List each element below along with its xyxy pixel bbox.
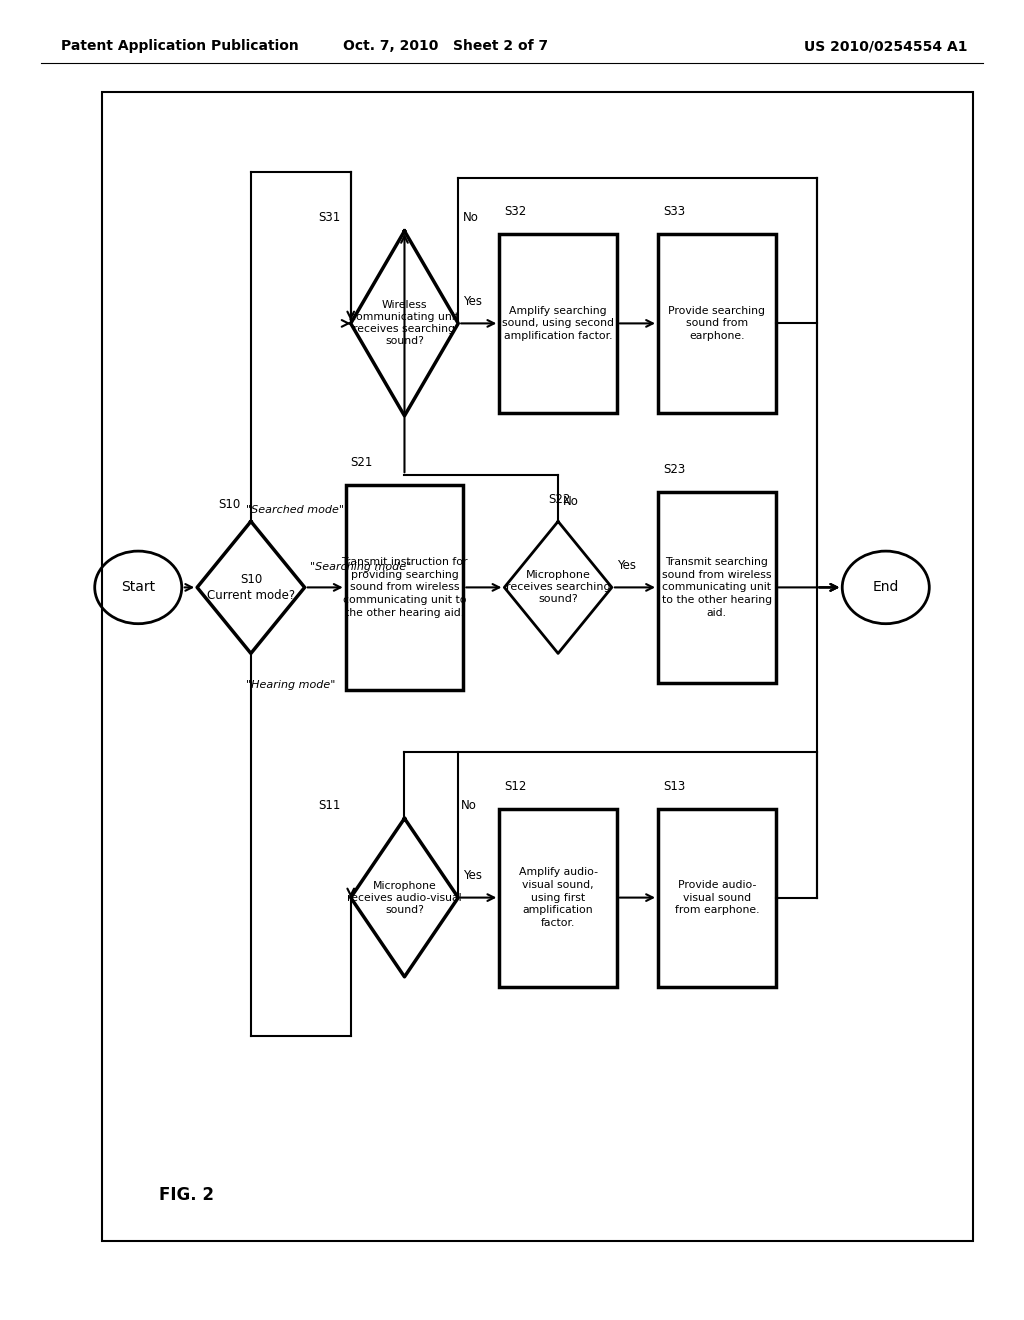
Text: S11: S11 [318, 799, 340, 812]
Text: Amplify searching
sound, using second
amplification factor.: Amplify searching sound, using second am… [502, 306, 614, 341]
Bar [657, 491, 776, 682]
Text: "Hearing mode": "Hearing mode" [246, 680, 335, 690]
Text: Transmit instruction for
providing searching
sound from wireless
communicating u: Transmit instruction for providing searc… [341, 557, 468, 618]
Text: S10: S10 [218, 498, 241, 511]
Text: US 2010/0254554 A1: US 2010/0254554 A1 [804, 40, 968, 53]
Text: Provide audio-
visual sound
from earphone.: Provide audio- visual sound from earphon… [675, 880, 759, 915]
Text: Wireless
communicating unit
receives searching
sound?: Wireless communicating unit receives sea… [350, 301, 459, 346]
Text: No: No [461, 799, 477, 812]
Text: S23: S23 [664, 463, 685, 475]
Text: No: No [563, 495, 580, 508]
Bar [346, 484, 463, 689]
Text: S33: S33 [664, 206, 685, 218]
Bar [500, 235, 616, 412]
Text: Yes: Yes [463, 869, 482, 882]
Text: S31: S31 [318, 211, 340, 224]
Text: Yes: Yes [463, 294, 482, 308]
Text: "Searched mode": "Searched mode" [246, 504, 344, 515]
Text: S21: S21 [350, 457, 373, 469]
Text: Amplify audio-
visual sound,
using first
amplification
factor.: Amplify audio- visual sound, using first… [518, 867, 598, 928]
Bar [657, 808, 776, 987]
Text: Yes: Yes [616, 558, 636, 572]
Text: Provide searching
sound from
earphone.: Provide searching sound from earphone. [669, 306, 765, 341]
Text: No: No [463, 211, 479, 224]
Text: Patent Application Publication: Patent Application Publication [61, 40, 299, 53]
Text: S12: S12 [505, 780, 526, 792]
Bar [657, 235, 776, 412]
Text: S22: S22 [548, 492, 570, 506]
Text: Oct. 7, 2010   Sheet 2 of 7: Oct. 7, 2010 Sheet 2 of 7 [343, 40, 548, 53]
Text: End: End [872, 581, 899, 594]
Text: Start: Start [121, 581, 156, 594]
Bar [500, 808, 616, 987]
Text: S10
Current mode?: S10 Current mode? [207, 573, 295, 602]
Text: Transmit searching
sound from wireless
communicating unit
to the other hearing
a: Transmit searching sound from wireless c… [662, 557, 772, 618]
Text: Microphone
receives audio-visual
sound?: Microphone receives audio-visual sound? [347, 880, 462, 915]
Text: FIG. 2: FIG. 2 [159, 1185, 214, 1204]
Text: Microphone
receives searching
sound?: Microphone receives searching sound? [506, 570, 610, 605]
Text: "Searching mode": "Searching mode" [309, 561, 411, 572]
Text: S32: S32 [505, 206, 526, 218]
Text: S13: S13 [664, 780, 685, 792]
Bar [102, 92, 973, 1241]
